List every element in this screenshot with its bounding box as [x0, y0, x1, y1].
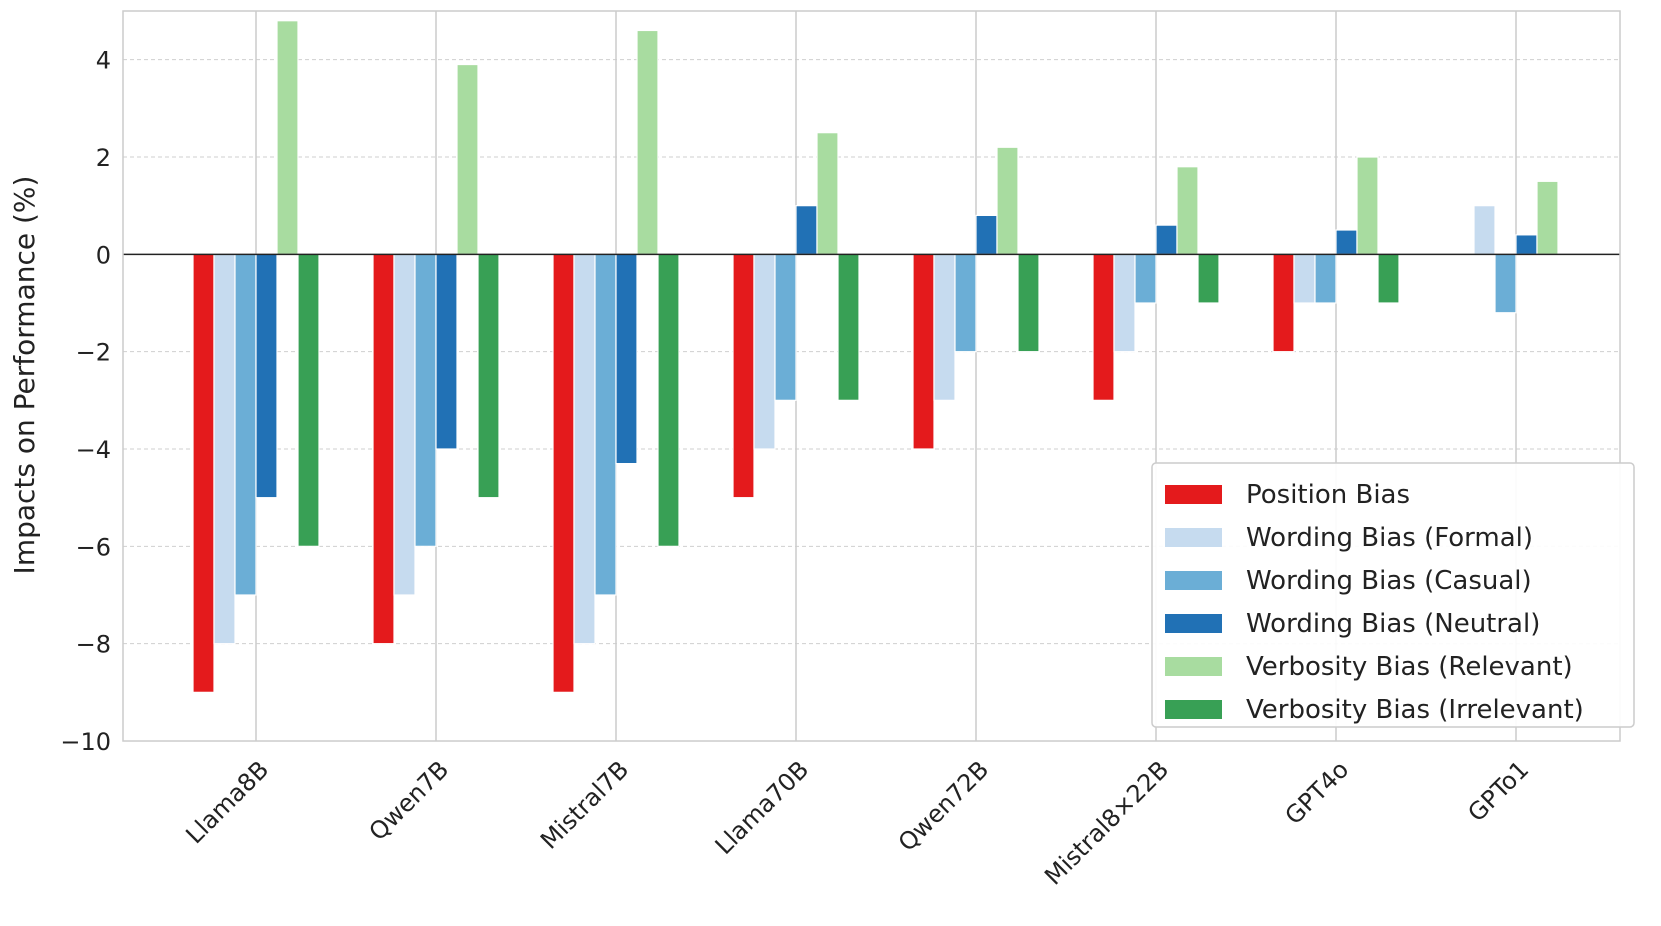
x-tick-label: Qwen7B: [364, 755, 455, 846]
legend: Position Bias Wording Bias (Formal) Wordin…: [1151, 462, 1635, 728]
y-tick-label: −2: [76, 339, 111, 367]
x-tick-label: GPT4o: [1280, 755, 1355, 830]
bar: [234, 253, 257, 596]
bar: [477, 253, 500, 499]
bar: [1017, 253, 1040, 353]
bar: [372, 253, 395, 645]
legend-swatch: [1165, 528, 1222, 547]
bar: [552, 253, 575, 693]
legend-label: Wording Bias (Formal): [1246, 523, 1533, 553]
legend-label: Wording Bias (Casual): [1246, 566, 1532, 596]
legend-label: Position Bias: [1246, 480, 1410, 510]
bar: [753, 253, 776, 450]
bar: [1155, 224, 1178, 255]
legend-label: Verbosity Bias (Relevant): [1246, 652, 1573, 682]
bar: [435, 253, 458, 450]
bar: [1176, 166, 1199, 255]
y-tick-label: −6: [76, 533, 111, 561]
bar: [456, 63, 479, 255]
y-axis-label: Impacts on Performance (%): [8, 176, 41, 575]
bar: [837, 253, 860, 401]
x-tick-label: Llama8B: [180, 755, 274, 849]
bar: [414, 253, 437, 547]
x-tick-label: Mistral7B: [535, 755, 634, 854]
y-tick-label: 4: [96, 47, 111, 75]
legend-swatch: [1165, 485, 1222, 504]
y-tick-label: −4: [76, 436, 111, 464]
bar: [213, 253, 236, 645]
bar: [1494, 253, 1517, 314]
bar: [276, 20, 299, 255]
bar: [1335, 229, 1358, 255]
y-tick-label: 0: [96, 241, 111, 269]
legend-swatch: [1165, 700, 1222, 719]
bar: [1473, 205, 1496, 255]
bar: [192, 253, 215, 693]
bar: [573, 253, 596, 645]
bar: [1356, 156, 1379, 255]
y-tick-label: 2: [96, 144, 111, 172]
bar: [954, 253, 977, 353]
bar: [594, 253, 617, 596]
y-tick-label: −8: [76, 631, 111, 659]
bar: [933, 253, 956, 401]
bar: [1272, 253, 1295, 353]
bar: [1536, 180, 1559, 255]
bar: [393, 253, 416, 596]
bar: [774, 253, 797, 401]
legend-label: Verbosity Bias (Irrelevant): [1246, 695, 1584, 725]
x-tick-label: Qwen72B: [893, 755, 994, 856]
bar: [732, 253, 755, 499]
bars: [192, 20, 1559, 693]
bar: [1293, 253, 1316, 304]
bar: [1515, 234, 1538, 255]
bar: [996, 146, 1019, 255]
bar: [975, 214, 998, 255]
legend-label: Wording Bias (Neutral): [1246, 609, 1540, 639]
bar: [1113, 253, 1136, 353]
bar: [816, 132, 839, 255]
legend-box: [1151, 462, 1635, 728]
bar: [1314, 253, 1337, 304]
bar: [255, 253, 278, 499]
bar: [912, 253, 935, 450]
bar: [636, 29, 659, 255]
bar: [1134, 253, 1157, 304]
bar: [297, 253, 320, 547]
bar: [795, 205, 818, 255]
x-tick-label: Llama70B: [710, 755, 815, 860]
legend-swatch: [1165, 657, 1222, 676]
bar: [657, 253, 680, 547]
y-tick-label: −10: [60, 728, 111, 756]
bar: [615, 253, 638, 465]
plot-frame: [122, 10, 1621, 742]
legend-swatch: [1165, 614, 1222, 633]
bar: [1092, 253, 1115, 401]
bar: [1377, 253, 1400, 304]
legend-swatch: [1165, 571, 1222, 590]
x-tick-label: GPTo1: [1462, 755, 1534, 827]
x-tick-label: Mistral8×22B: [1039, 755, 1174, 890]
bar: [1197, 253, 1220, 304]
